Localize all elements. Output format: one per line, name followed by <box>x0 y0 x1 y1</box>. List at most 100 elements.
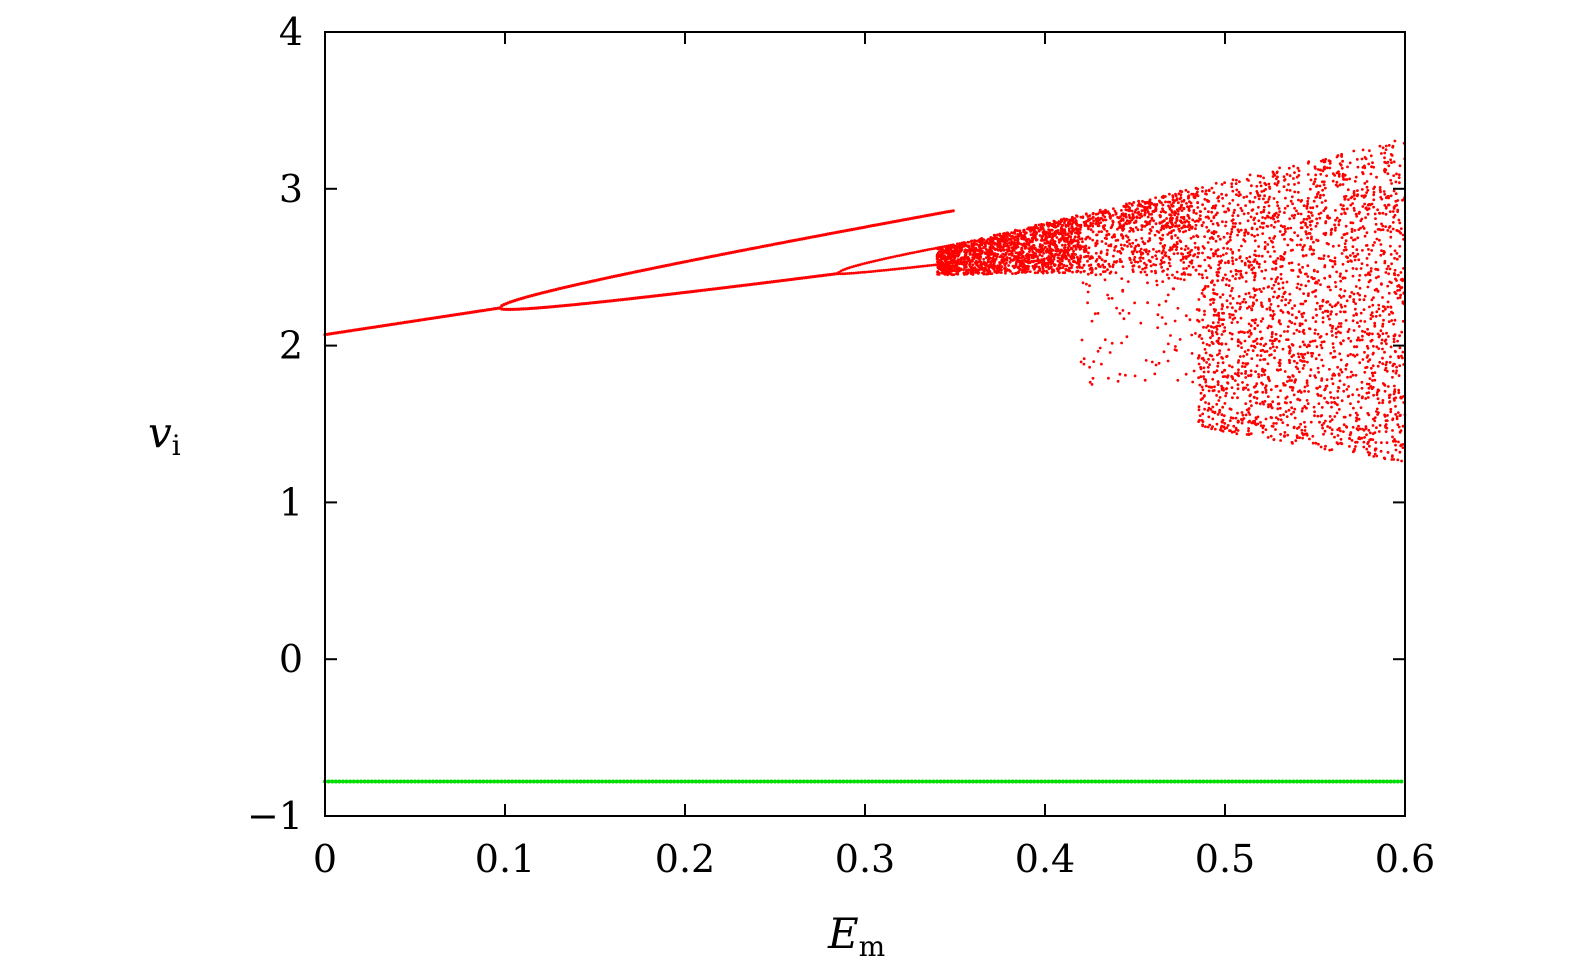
data-point <box>1319 283 1322 286</box>
data-point <box>1379 329 1383 333</box>
data-point <box>1368 358 1372 362</box>
data-point <box>1393 384 1396 388</box>
data-point <box>1316 168 1320 171</box>
data-point <box>1301 254 1305 258</box>
data-point <box>1105 252 1109 255</box>
data-point <box>1352 149 1356 153</box>
data-point <box>1141 240 1145 244</box>
data-point <box>1204 380 1208 384</box>
data-point <box>941 246 944 249</box>
data-point <box>1007 246 1011 250</box>
data-point <box>1301 340 1305 344</box>
data-point <box>1301 360 1304 363</box>
data-point <box>1306 402 1310 405</box>
data-point <box>1209 266 1213 270</box>
data-point <box>1321 364 1325 368</box>
data-point <box>1218 324 1222 328</box>
data-point <box>1111 265 1115 269</box>
data-point <box>1189 236 1193 240</box>
data-point <box>1209 281 1213 284</box>
data-point <box>1194 332 1197 335</box>
data-point <box>1096 349 1100 353</box>
data-point <box>1106 248 1109 252</box>
data-point <box>1166 200 1170 204</box>
data-point <box>1221 204 1225 208</box>
data-point <box>1238 355 1242 358</box>
data-point <box>1210 206 1214 210</box>
data-point <box>1210 210 1214 214</box>
data-point <box>1169 334 1172 337</box>
data-point <box>1255 227 1259 231</box>
data-point <box>1338 183 1342 187</box>
data-point <box>1296 367 1300 371</box>
data-point <box>1145 222 1149 226</box>
data-point <box>1259 319 1263 323</box>
data-point <box>1203 295 1206 298</box>
data-point <box>1061 243 1064 247</box>
data-point <box>1305 399 1309 402</box>
data-point <box>1164 200 1167 204</box>
data-point <box>1278 406 1282 410</box>
data-point <box>1355 267 1358 271</box>
data-point <box>1339 429 1342 433</box>
data-point <box>937 260 940 263</box>
data-point <box>1097 224 1101 228</box>
data-point <box>1074 253 1077 256</box>
data-point <box>1360 194 1364 198</box>
data-point <box>958 243 961 247</box>
data-point <box>1161 220 1164 224</box>
data-point <box>1343 195 1346 199</box>
data-point <box>1161 256 1165 259</box>
data-point <box>1342 415 1346 419</box>
data-point <box>1381 211 1385 215</box>
data-point <box>852 271 856 275</box>
data-point <box>1108 271 1112 275</box>
data-point <box>945 248 948 252</box>
data-point <box>1354 411 1358 415</box>
data-point <box>1377 307 1381 311</box>
data-point <box>1121 219 1125 222</box>
data-point <box>1146 210 1150 214</box>
data-point <box>1101 213 1105 217</box>
data-point <box>1245 408 1249 412</box>
data-point <box>1278 358 1282 362</box>
data-point <box>1350 291 1354 294</box>
data-point <box>1218 352 1221 355</box>
data-point <box>1221 323 1225 326</box>
data-point <box>1236 203 1240 207</box>
data-point <box>1248 419 1251 423</box>
data-point <box>1252 296 1255 299</box>
data-point <box>1279 322 1282 326</box>
data-point <box>1222 414 1226 418</box>
data-point <box>1239 316 1243 320</box>
data-point <box>1303 385 1307 389</box>
data-point <box>1094 244 1097 248</box>
data-point <box>1262 344 1266 347</box>
data-point <box>1357 424 1360 428</box>
data-point <box>1238 221 1242 225</box>
data-point <box>1051 235 1055 239</box>
data-point <box>1267 211 1271 215</box>
data-point <box>1243 231 1246 235</box>
data-point <box>1289 199 1293 203</box>
data-point <box>1279 418 1283 422</box>
data-point <box>1357 325 1361 328</box>
data-point <box>1330 428 1334 432</box>
data-point <box>1333 256 1337 260</box>
data-point <box>1143 211 1147 215</box>
data-point <box>1264 417 1268 421</box>
data-point <box>998 237 1001 241</box>
data-point <box>1290 412 1293 416</box>
data-point <box>1342 248 1346 252</box>
data-point <box>1279 368 1282 371</box>
data-point <box>1124 215 1128 218</box>
data-point <box>1081 240 1084 244</box>
data-point <box>1244 300 1248 304</box>
data-point <box>1284 396 1288 400</box>
data-point <box>998 255 1002 259</box>
data-point <box>1283 434 1286 438</box>
data-point <box>1328 303 1332 307</box>
data-point <box>1349 339 1353 343</box>
data-point <box>1267 405 1270 409</box>
data-point <box>1153 203 1157 206</box>
